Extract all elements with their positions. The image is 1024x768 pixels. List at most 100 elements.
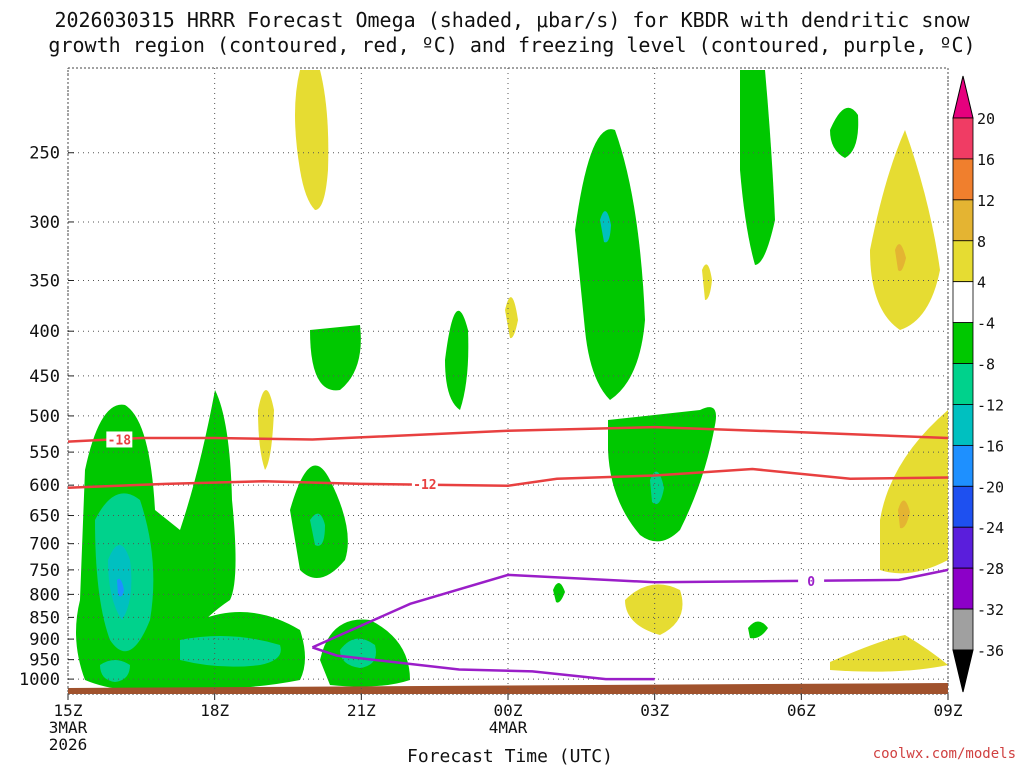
omega-shading bbox=[76, 70, 948, 692]
omega-region bbox=[117, 578, 124, 597]
series-line-2 bbox=[311, 568, 949, 649]
x-tick-label: 21Z bbox=[347, 701, 376, 720]
colorbar-label: -24 bbox=[977, 519, 1004, 537]
x-tick-year: 2026 bbox=[49, 735, 88, 754]
colorbar-label: -12 bbox=[977, 396, 1004, 414]
colorbar-label: -28 bbox=[977, 560, 1004, 578]
series-line-0 bbox=[67, 425, 949, 443]
omega-region bbox=[505, 297, 518, 339]
omega-region bbox=[625, 584, 683, 635]
colorbar-label: -16 bbox=[977, 437, 1004, 455]
colorbar-label: -8 bbox=[977, 356, 995, 374]
y-axis: 2503003504004505005506006507007508008509… bbox=[19, 144, 74, 690]
y-tick-label: 500 bbox=[29, 407, 60, 427]
y-tick-label: 350 bbox=[29, 271, 60, 291]
colorbar-label: 8 bbox=[977, 233, 986, 251]
colorbar-label: 16 bbox=[977, 151, 995, 169]
colorbar-swatch bbox=[952, 158, 974, 201]
y-tick-label: 550 bbox=[29, 443, 60, 463]
colorbar-swatch bbox=[952, 485, 974, 528]
colorbar-label: 4 bbox=[977, 274, 986, 292]
y-tick-label: 250 bbox=[29, 144, 60, 164]
colorbar-swatch bbox=[952, 199, 974, 242]
omega-region bbox=[748, 621, 768, 639]
colorbar: 20 16 12 8 4 -4 -8 -12 -16 -20 -24 -28 -32 -36 bbox=[952, 75, 1004, 693]
omega-region bbox=[553, 582, 565, 603]
contour-label: -12 bbox=[413, 478, 436, 493]
colorbar-label: 12 bbox=[977, 192, 995, 210]
omega-region bbox=[445, 310, 469, 410]
y-tick-label: 450 bbox=[29, 367, 60, 387]
y-tick-label: 650 bbox=[29, 507, 60, 527]
x-tick-label: 03Z bbox=[640, 701, 669, 720]
omega-region bbox=[310, 513, 325, 546]
omega-region bbox=[600, 211, 611, 243]
x-tick-label: 18Z bbox=[200, 701, 229, 720]
colorbar-label: -20 bbox=[977, 478, 1004, 496]
y-tick-label: 950 bbox=[29, 651, 60, 671]
omega-region bbox=[295, 70, 329, 210]
omega-region bbox=[340, 638, 376, 668]
x-tick-label: 09Z bbox=[934, 701, 963, 720]
colorbar-swatch bbox=[952, 281, 974, 324]
x-tick-label: 15Z bbox=[54, 701, 83, 720]
omega-region bbox=[310, 325, 361, 391]
omega-region bbox=[895, 244, 906, 272]
y-tick-label: 1000 bbox=[19, 670, 60, 690]
x-tick-date: 4MAR bbox=[489, 718, 528, 737]
y-tick-label: 400 bbox=[29, 322, 60, 342]
colorbar-label: -32 bbox=[977, 601, 1004, 619]
contour-label-bg bbox=[798, 572, 825, 589]
omega-region bbox=[898, 500, 910, 529]
y-tick-label: 750 bbox=[29, 561, 60, 581]
colorbar-swatch bbox=[952, 363, 974, 405]
series-line-3 bbox=[312, 646, 655, 681]
colorbar-swatch bbox=[952, 444, 974, 487]
omega-region bbox=[180, 636, 281, 667]
colorbar-label: -4 bbox=[977, 315, 995, 333]
grid bbox=[67, 68, 949, 694]
omega-region bbox=[870, 130, 940, 330]
omega-region bbox=[740, 70, 775, 265]
y-tick-label: 700 bbox=[29, 535, 60, 555]
contour-label-bg bbox=[411, 475, 438, 492]
series-line-1 bbox=[67, 467, 949, 489]
omega-region bbox=[830, 635, 948, 672]
x-tick-label: 00Z bbox=[494, 701, 523, 720]
chart-title-line1: 2026030315 HRRR Forecast Omega (shaded, … bbox=[54, 8, 970, 32]
colorbar-swatch bbox=[952, 608, 974, 651]
omega-region bbox=[650, 471, 664, 505]
y-tick-label: 800 bbox=[29, 585, 60, 605]
colorbar-label: -36 bbox=[977, 642, 1004, 660]
colorbar-swatch bbox=[952, 404, 974, 446]
y-tick-label: 600 bbox=[29, 476, 60, 496]
omega-region bbox=[830, 107, 859, 158]
contour-label-bg bbox=[106, 431, 133, 448]
colorbar-swatch bbox=[952, 117, 974, 160]
colorbar-swatch bbox=[952, 322, 974, 364]
omega-region bbox=[100, 660, 130, 682]
colorbar-bottom-arrow bbox=[952, 649, 974, 693]
colorbar-swatch bbox=[952, 526, 974, 569]
colorbar-label: 20 bbox=[977, 110, 995, 128]
contour-label: -18 bbox=[108, 433, 132, 448]
x-axis-title: Forecast Time (UTC) bbox=[407, 746, 613, 767]
colorbar-swatch bbox=[952, 567, 974, 610]
x-tick-label: 06Z bbox=[787, 701, 816, 720]
omega-region bbox=[702, 264, 712, 300]
credit-text: coolwx.com/models bbox=[872, 746, 1016, 762]
omega-region bbox=[575, 129, 645, 400]
y-tick-label: 900 bbox=[29, 630, 60, 650]
y-tick-label: 850 bbox=[29, 608, 60, 628]
colorbar-top-arrow bbox=[952, 75, 974, 119]
y-tick-label: 300 bbox=[29, 213, 60, 233]
colorbar-swatch bbox=[952, 240, 974, 283]
omega-region bbox=[880, 410, 948, 574]
chart-title-line2: growth region (contoured, red, ºC) and f… bbox=[48, 33, 976, 57]
contour-label: 0 bbox=[807, 575, 815, 590]
omega-region bbox=[258, 390, 274, 470]
isotherm-contours: -18 -12 0 bbox=[67, 425, 949, 681]
x-tick-date: 3MAR bbox=[49, 718, 88, 737]
